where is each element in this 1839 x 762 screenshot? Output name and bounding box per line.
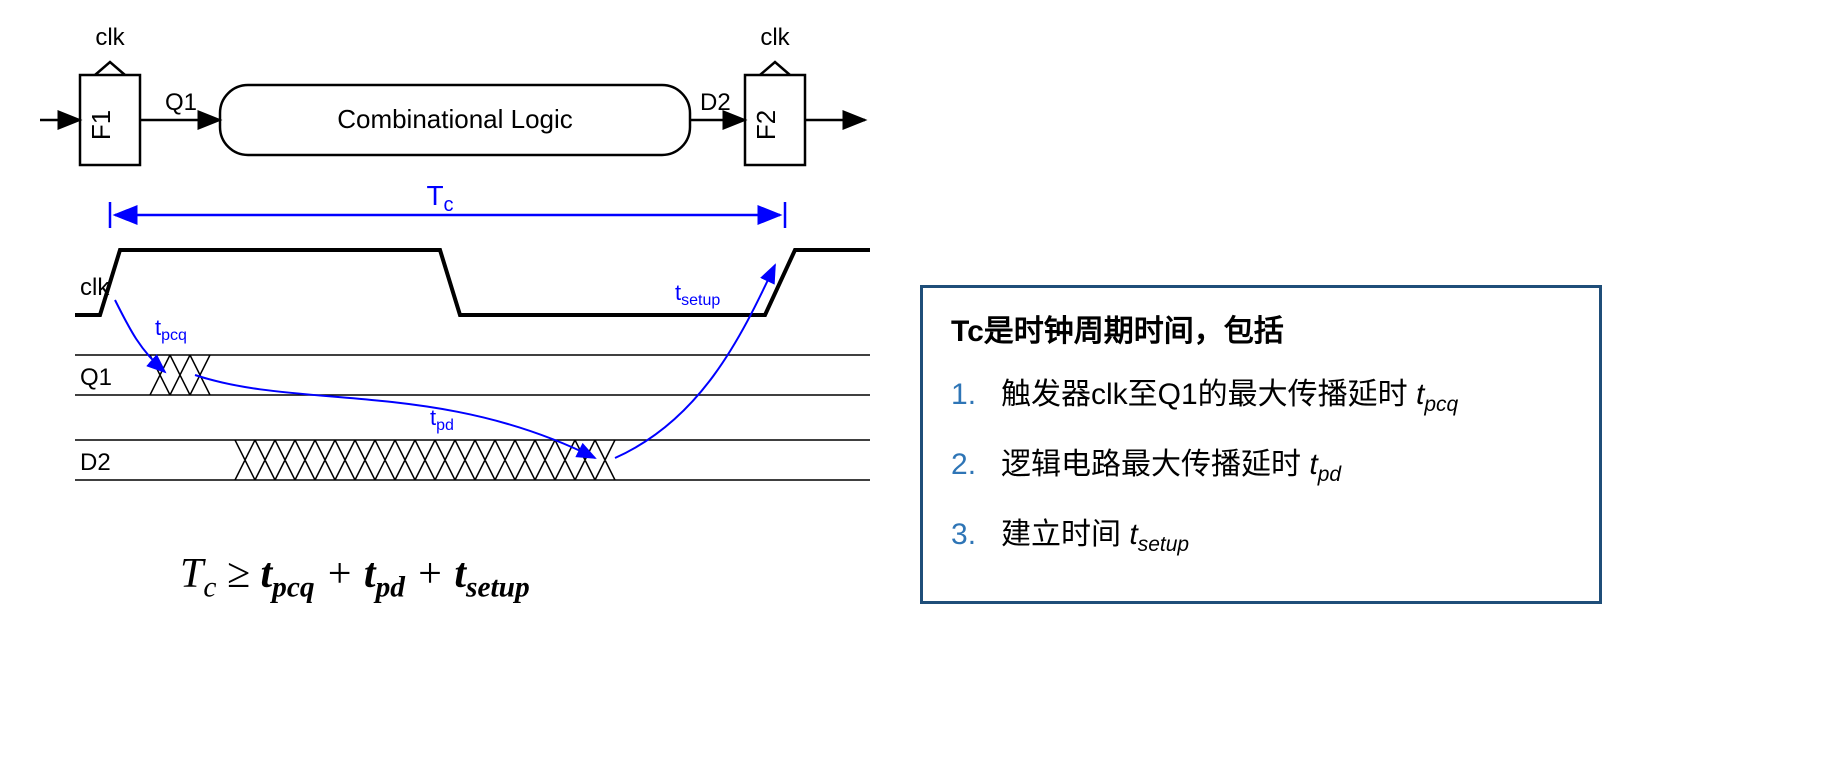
list-item: 建立时间 tsetup bbox=[951, 508, 1571, 564]
svg-text:Combinational Logic: Combinational Logic bbox=[337, 104, 573, 134]
svg-text:Q1: Q1 bbox=[80, 364, 112, 391]
clk-label-right: clk bbox=[760, 24, 790, 51]
timing-annotations: tpcq tpd tsetup bbox=[115, 265, 775, 458]
info-panel: Tc是时钟周期时间，包括 触发器clk至Q1的最大传播延时 tpcq 逻辑电路最… bbox=[920, 285, 1602, 604]
info-title: Tc是时钟周期时间，包括 bbox=[951, 306, 1571, 350]
clk-label-left: clk bbox=[95, 24, 125, 51]
clk-waveform: clk bbox=[75, 250, 870, 315]
list-item: 逻辑电路最大传播延时 tpd bbox=[951, 438, 1571, 494]
svg-text:Tc: Tc bbox=[426, 180, 453, 216]
timing-formula: Tc ≥ tpcq + tpd + tsetup bbox=[180, 550, 530, 604]
svg-text:tsetup: tsetup bbox=[675, 280, 720, 309]
info-list: 触发器clk至Q1的最大传播延时 tpcq 逻辑电路最大传播延时 tpd 建立时… bbox=[951, 368, 1571, 563]
flipflop-f2: F2 bbox=[745, 62, 805, 165]
flipflop-f1: F1 bbox=[80, 62, 140, 165]
list-item: 触发器clk至Q1的最大传播延时 tpcq bbox=[951, 368, 1571, 424]
svg-text:tpcq: tpcq bbox=[155, 315, 187, 344]
q1-label: Q1 bbox=[165, 89, 197, 116]
tc-span: Tc bbox=[110, 180, 785, 228]
q1-waveform: Q1 bbox=[75, 355, 870, 395]
d2-waveform: D2 bbox=[75, 440, 870, 480]
timing-diagram: clk clk F1 F2 Combinational Logic bbox=[20, 20, 920, 740]
combo-logic-box: Combinational Logic bbox=[220, 85, 690, 155]
svg-text:F1: F1 bbox=[86, 110, 116, 140]
svg-text:F2: F2 bbox=[751, 110, 781, 140]
svg-text:D2: D2 bbox=[80, 449, 111, 476]
d2-label: D2 bbox=[700, 89, 731, 116]
